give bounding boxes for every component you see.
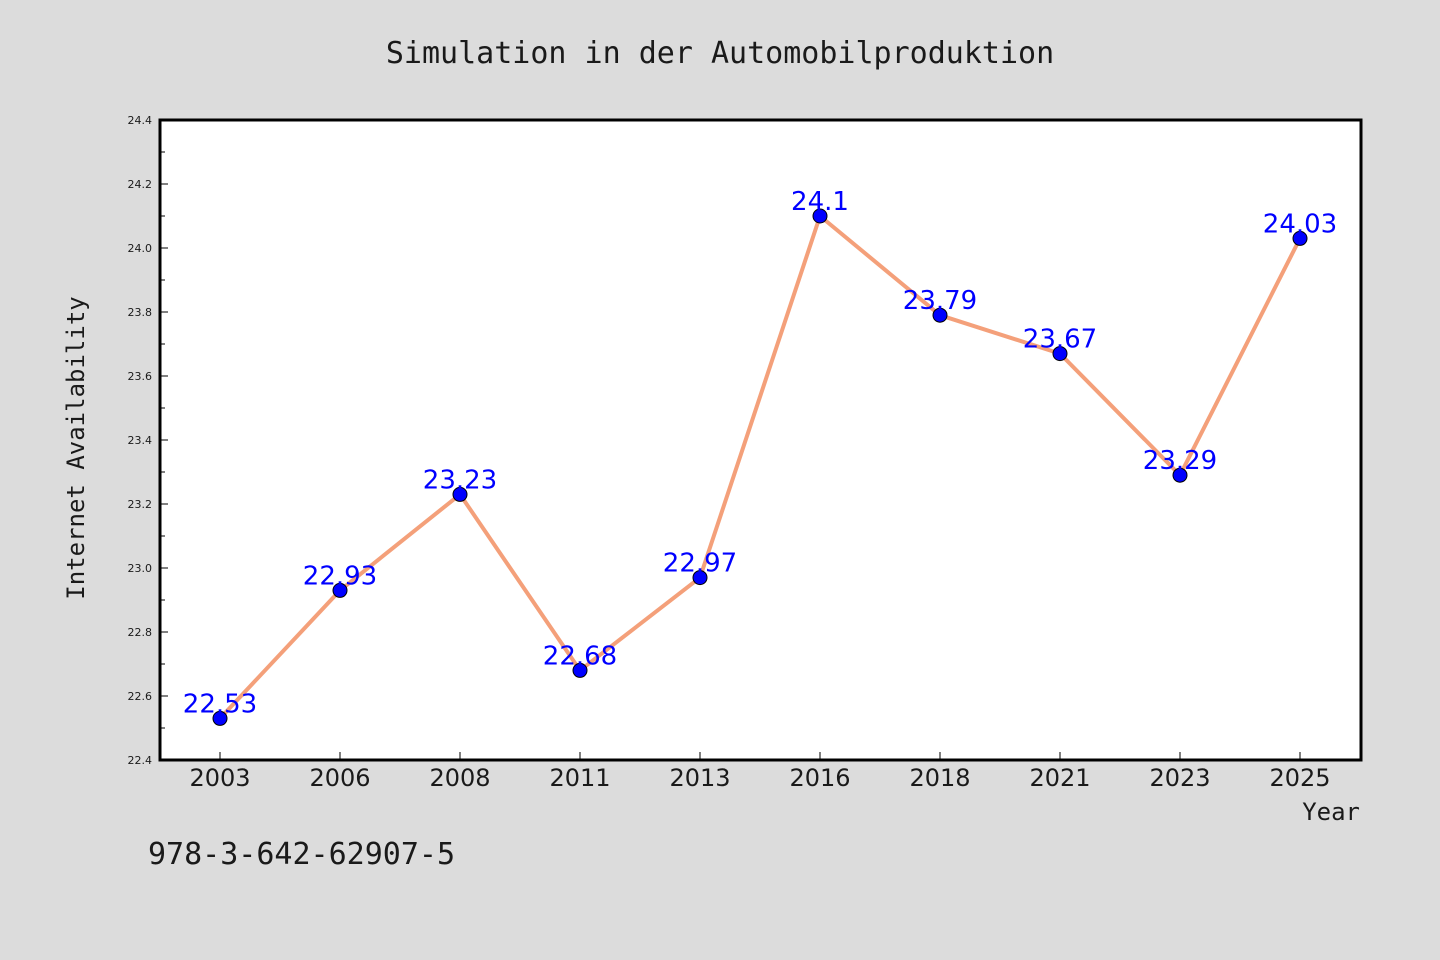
data-label: 23.79 — [903, 286, 977, 316]
x-tick-label: 2006 — [309, 764, 370, 792]
data-label: 24.03 — [1263, 209, 1337, 239]
plot-area — [158, 118, 1363, 762]
x-axis: 2003 2006 2008 2011 2013 2016 2018 2021 2023 2025 — [189, 752, 1331, 792]
chart-title: Simulation in der Automobilproduktion — [386, 36, 1054, 71]
data-point — [332, 582, 348, 598]
data-point — [212, 710, 228, 726]
data-point — [1292, 230, 1308, 246]
y-tick-label: 24.0 — [128, 242, 153, 255]
data-label: 23.23 — [423, 465, 497, 495]
y-tick-label: 24.2 — [128, 178, 153, 191]
data-label: 22.53 — [183, 689, 257, 719]
y-tick-label: 23.0 — [128, 562, 153, 575]
x-tick-label: 2011 — [549, 764, 610, 792]
y-axis-label: Internet Availability — [62, 296, 90, 599]
x-axis-label: Year — [1302, 798, 1360, 826]
data-label: 24.1 — [791, 187, 849, 217]
data-label: 22.68 — [543, 641, 617, 671]
data-label: 23.29 — [1143, 446, 1217, 476]
x-tick-label: 2008 — [429, 764, 490, 792]
y-tick-label: 22.4 — [128, 754, 153, 767]
data-point — [572, 662, 588, 678]
data-label: 22.93 — [303, 561, 377, 591]
data-point — [932, 307, 948, 323]
x-tick-label: 2023 — [1149, 764, 1210, 792]
annotation-text: 978-3-642-62907-5 — [148, 837, 455, 872]
data-label-layer: 22.53 22.93 23.23 22.68 22.97 24.1 23.79 23.67 2… — [183, 187, 1337, 719]
x-tick-label: 2016 — [789, 764, 850, 792]
x-tick-label: 2025 — [1269, 764, 1330, 792]
y-tick-label: 22.8 — [128, 626, 153, 639]
x-tick-label: 2018 — [909, 764, 970, 792]
x-tick-label: 2021 — [1029, 764, 1090, 792]
y-tick-label: 23.2 — [128, 498, 153, 511]
x-tick-label: 2003 — [189, 764, 250, 792]
data-point — [1052, 346, 1068, 362]
y-tick-label: 23.8 — [128, 306, 153, 319]
y-tick-label: 23.6 — [128, 370, 153, 383]
data-point — [452, 486, 468, 502]
data-label: 23.67 — [1023, 325, 1097, 355]
series-layer — [212, 208, 1308, 726]
y-axis: 22.4 22.6 22.8 23.0 23.2 23.4 23.6 23.8 24.0 24.2… — [128, 114, 168, 767]
x-tick-label: 2013 — [669, 764, 730, 792]
data-point — [812, 208, 828, 224]
y-tick-label: 24.4 — [128, 114, 153, 127]
data-point — [692, 570, 708, 586]
data-point — [1172, 467, 1188, 483]
y-tick-label: 22.6 — [128, 690, 153, 703]
series-line — [218, 214, 1302, 720]
data-label: 22.97 — [663, 549, 737, 579]
y-tick-label: 23.4 — [128, 434, 153, 447]
